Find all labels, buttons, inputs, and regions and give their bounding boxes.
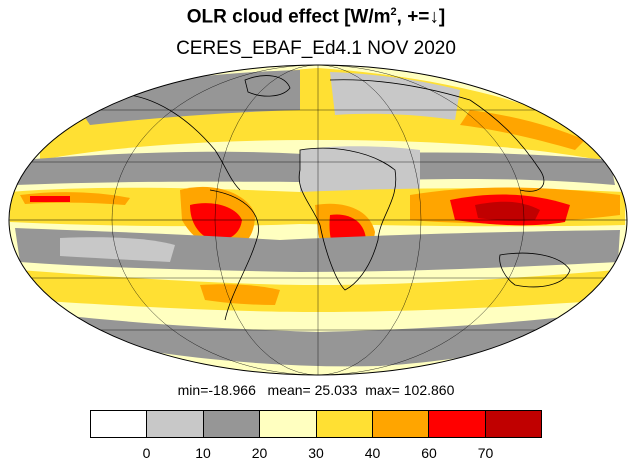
south-midlat-yellow	[20, 270, 615, 312]
min-value: -18.966	[208, 382, 256, 398]
min-label: min=	[177, 382, 209, 398]
africa-coast	[298, 147, 397, 291]
colorbar-tick-label: 60	[421, 445, 437, 461]
colorbar-box	[316, 411, 373, 437]
eurasia-light-grey	[330, 72, 460, 120]
eurasia-coast	[329, 79, 545, 192]
colorbar-tick-label: 20	[251, 445, 268, 461]
greenland-coast	[244, 75, 291, 97]
map-panel	[8, 64, 628, 376]
title-superscript: 2	[390, 6, 397, 18]
south-america-coast	[209, 189, 259, 321]
colorbar-box	[485, 411, 541, 437]
map-subtitle: CERES_EBAF_Ed4.1 NOV 2020	[176, 38, 456, 59]
map-title: OLR cloud effect [W/m2, +=↓]	[0, 6, 632, 28]
coastlines	[129, 75, 571, 321]
colorbar-tick-label: 0	[142, 445, 151, 461]
mean-value: 25.033	[314, 382, 358, 398]
colorbar-tick-label: 40	[364, 445, 381, 461]
colorbar-box	[260, 411, 317, 437]
colorbar-tick-label: 30	[308, 445, 324, 461]
stats-line: min=-18.966 mean= 25.033 max= 102.860	[0, 382, 632, 398]
north-america-coast	[129, 94, 241, 191]
globe-outline	[8, 64, 628, 376]
colorbar-box	[91, 411, 148, 437]
colorbar	[90, 410, 542, 438]
colorbar-box	[203, 411, 261, 437]
title-suffix: , +=↓]	[396, 6, 446, 28]
amazon-red	[190, 203, 242, 241]
max-label: max=	[365, 382, 400, 398]
max-value: 102.860	[403, 382, 455, 398]
colorbar-box	[429, 411, 486, 437]
title-prefix: OLR cloud effect [W/m	[186, 6, 391, 28]
colorbar-box	[147, 411, 204, 437]
meridian-120	[111, 65, 525, 375]
colorbar-tick-label: 70	[477, 445, 494, 461]
mean-label: mean=	[267, 382, 311, 398]
southern-ocean-grey	[60, 315, 580, 370]
australia-coast	[499, 252, 571, 288]
south-pacific-light-grey	[60, 237, 175, 262]
north-pacific-orange	[460, 110, 585, 150]
mollweide-map	[8, 64, 628, 376]
sahara-light-grey	[300, 146, 420, 200]
meridian-60	[214, 65, 422, 375]
cloud-effect-field	[9, 65, 627, 375]
east-pacific-red	[30, 196, 70, 202]
colorbar-box	[372, 411, 430, 437]
north-america-grey	[70, 70, 300, 125]
south-atlantic-orange	[200, 284, 280, 305]
colorbar-tick-label: 10	[195, 445, 211, 461]
